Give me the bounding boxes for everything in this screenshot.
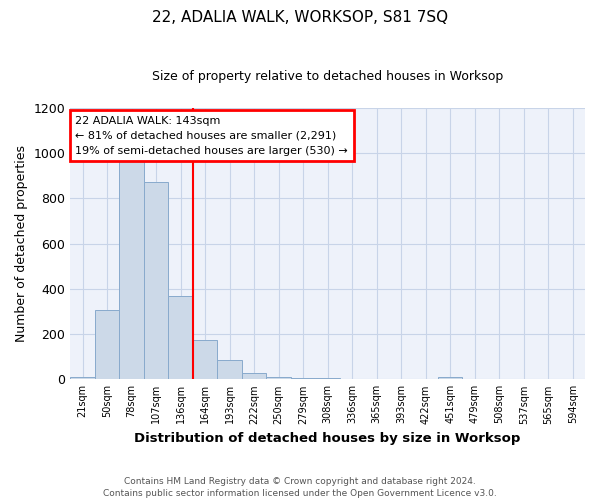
Bar (217, 360, 242, 380)
Bar (291, 378, 316, 380)
Text: 22 ADALIA WALK: 143sqm
← 81% of detached houses are smaller (2,291)
19% of semi-: 22 ADALIA WALK: 143sqm ← 81% of detached… (76, 116, 348, 156)
Bar (438, 377, 463, 380)
Bar (266, 378, 291, 380)
Y-axis label: Number of detached properties: Number of detached properties (15, 145, 28, 342)
Bar (340, 378, 364, 380)
Bar (193, 340, 217, 380)
Text: Contains HM Land Registry data © Crown copyright and database right 2024.
Contai: Contains HM Land Registry data © Crown c… (103, 476, 497, 498)
Bar (169, 296, 193, 380)
Bar (316, 378, 340, 380)
Text: 22, ADALIA WALK, WORKSOP, S81 7SQ: 22, ADALIA WALK, WORKSOP, S81 7SQ (152, 10, 448, 25)
Bar (242, 373, 266, 380)
Bar (119, 156, 144, 380)
Bar (70, 377, 95, 380)
Bar (144, 182, 169, 380)
Bar (95, 310, 119, 380)
Title: Size of property relative to detached houses in Worksop: Size of property relative to detached ho… (152, 70, 503, 83)
X-axis label: Distribution of detached houses by size in Worksop: Distribution of detached houses by size … (134, 432, 521, 445)
